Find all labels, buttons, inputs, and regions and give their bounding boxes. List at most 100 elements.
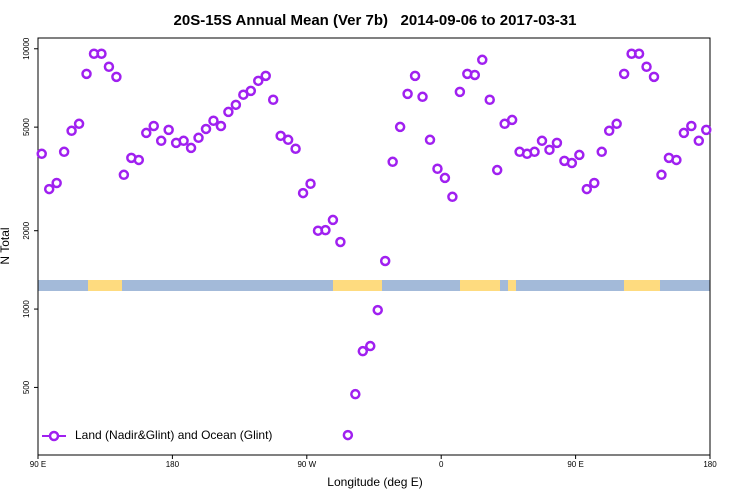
point — [350, 388, 361, 400]
point — [574, 149, 585, 161]
x-tick-label: 90 E — [567, 460, 583, 469]
point — [245, 85, 257, 97]
y-axis-label: N Total — [0, 227, 12, 264]
point — [432, 163, 443, 174]
point — [297, 187, 309, 199]
point — [267, 94, 279, 106]
point — [290, 143, 301, 154]
point — [193, 132, 204, 144]
point — [141, 127, 152, 139]
point — [215, 120, 227, 132]
point — [133, 154, 145, 166]
point — [394, 121, 406, 133]
point — [454, 86, 466, 98]
y-tick-label: 500 — [22, 380, 31, 394]
y-tick-label: 5000 — [22, 118, 31, 136]
point — [342, 429, 354, 441]
point — [693, 135, 705, 147]
land-band — [508, 280, 516, 291]
point — [208, 115, 219, 127]
point — [484, 94, 495, 106]
point — [178, 135, 189, 147]
point — [185, 142, 197, 154]
plot-frame — [37, 37, 711, 456]
point — [200, 123, 212, 135]
point — [529, 146, 540, 158]
point — [365, 340, 376, 352]
point — [148, 120, 159, 132]
x-tick-label: 0 — [439, 460, 444, 469]
point — [491, 164, 503, 176]
point — [402, 88, 413, 100]
surface-mask — [38, 280, 710, 291]
point — [253, 75, 264, 87]
point — [506, 114, 518, 126]
point — [686, 120, 697, 132]
x-tick-label: 90 W — [297, 460, 316, 469]
point — [424, 134, 436, 146]
point — [618, 68, 630, 80]
land-band — [624, 280, 660, 291]
point — [701, 124, 712, 136]
point — [417, 91, 428, 103]
point — [409, 70, 421, 82]
y-tick-label: 1000 — [22, 300, 31, 318]
point — [372, 304, 383, 316]
point — [66, 125, 77, 137]
point — [335, 236, 346, 248]
point — [96, 48, 107, 59]
x-tick-label: 180 — [703, 460, 717, 469]
point — [566, 157, 578, 169]
point — [596, 146, 607, 158]
point — [51, 177, 62, 189]
point — [223, 106, 234, 118]
point — [357, 345, 369, 357]
point — [81, 68, 92, 80]
point — [282, 134, 294, 146]
legend-label: Land (Nadir&Glint) and Ocean (Glint) — [75, 428, 272, 442]
point — [469, 69, 481, 81]
chart-title: 20S-15S Annual Mean (Ver 7b) 2014-09-06 … — [174, 12, 577, 29]
point — [656, 169, 667, 181]
point — [327, 214, 339, 226]
point — [275, 130, 286, 142]
point — [260, 70, 271, 82]
land-band — [333, 280, 382, 291]
point — [671, 154, 682, 166]
point — [477, 54, 488, 66]
land-band — [88, 280, 122, 291]
x-tick-label: 90 E — [30, 460, 46, 469]
point — [551, 137, 563, 149]
point — [439, 172, 451, 184]
legend-marker — [48, 430, 60, 442]
point — [603, 125, 615, 137]
point — [58, 146, 70, 158]
point — [641, 61, 652, 72]
point — [163, 124, 174, 136]
x-tick-label: 180 — [166, 460, 180, 469]
point — [73, 118, 85, 130]
point — [118, 169, 130, 181]
point — [611, 118, 622, 130]
point — [43, 183, 55, 195]
point — [387, 156, 398, 168]
point — [648, 71, 660, 83]
point — [536, 135, 548, 147]
point — [544, 144, 555, 156]
point — [111, 71, 122, 83]
y-tick-label: 2000 — [22, 221, 31, 239]
point — [447, 191, 458, 203]
point — [320, 224, 331, 236]
point — [103, 61, 115, 72]
x-axis-label: Longitude (deg E) — [327, 475, 422, 489]
point — [589, 177, 600, 189]
point — [581, 183, 593, 195]
point — [305, 178, 316, 189]
point — [379, 255, 391, 267]
land-band — [460, 280, 500, 291]
point — [230, 99, 242, 111]
point — [36, 148, 47, 160]
point — [678, 127, 690, 139]
point — [633, 48, 645, 59]
